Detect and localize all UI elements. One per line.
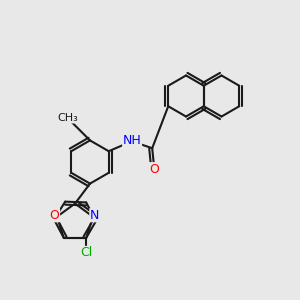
Text: CH₃: CH₃ xyxy=(57,113,78,123)
Text: O: O xyxy=(50,209,59,222)
Text: N: N xyxy=(90,209,99,222)
Text: O: O xyxy=(149,163,159,176)
Text: Cl: Cl xyxy=(80,247,92,260)
Text: NH: NH xyxy=(123,134,142,147)
